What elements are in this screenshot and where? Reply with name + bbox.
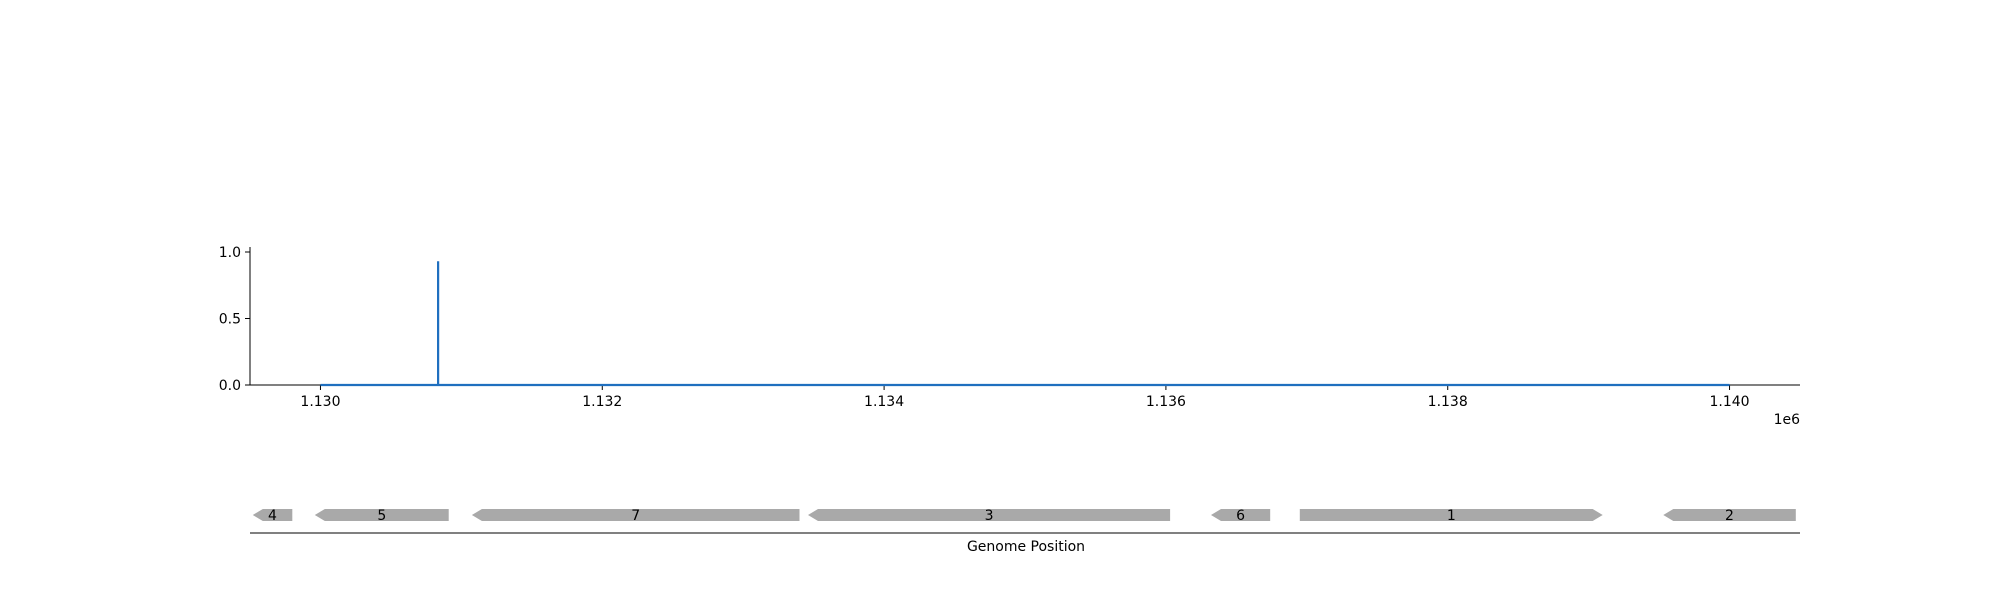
gene-label: 3 xyxy=(985,508,994,524)
y-tick-label: 0.0 xyxy=(219,378,241,394)
y-tick-label: 1.0 xyxy=(219,245,241,261)
gene-arrow xyxy=(808,509,1171,521)
x-tick-label: 1.130 xyxy=(300,394,340,410)
y-tick-label: 0.5 xyxy=(219,312,241,328)
x-tick-label: 1.134 xyxy=(864,394,904,410)
signal-plot-series xyxy=(320,261,1730,387)
gene-label: 2 xyxy=(1725,508,1734,524)
x-axis-offset-label: 1e6 xyxy=(1774,412,1801,428)
x-tick-label: 1.138 xyxy=(1428,394,1468,410)
gene-label: 6 xyxy=(1236,508,1245,524)
gene-arrow xyxy=(1663,509,1796,521)
gene-arrow xyxy=(314,509,449,521)
gene-track: 4 5 7 3 6 1 2 xyxy=(250,508,1800,534)
signal-series-line xyxy=(320,261,1730,387)
gene-arrow xyxy=(1211,509,1271,521)
gene-label: 1 xyxy=(1447,508,1456,524)
gene-arrow xyxy=(1299,509,1603,521)
x-tick-label: 1.140 xyxy=(1709,394,1749,410)
x-tick-label: 1.136 xyxy=(1146,394,1186,410)
gene-label: 5 xyxy=(377,508,386,524)
gene-track-x-axis-label: Genome Position xyxy=(967,539,1085,555)
gene-arrow xyxy=(471,509,800,521)
gene-label: 7 xyxy=(631,508,640,524)
gene-arrow xyxy=(252,509,293,521)
x-tick-label: 1.132 xyxy=(582,394,622,410)
gene-label: 4 xyxy=(268,508,277,524)
